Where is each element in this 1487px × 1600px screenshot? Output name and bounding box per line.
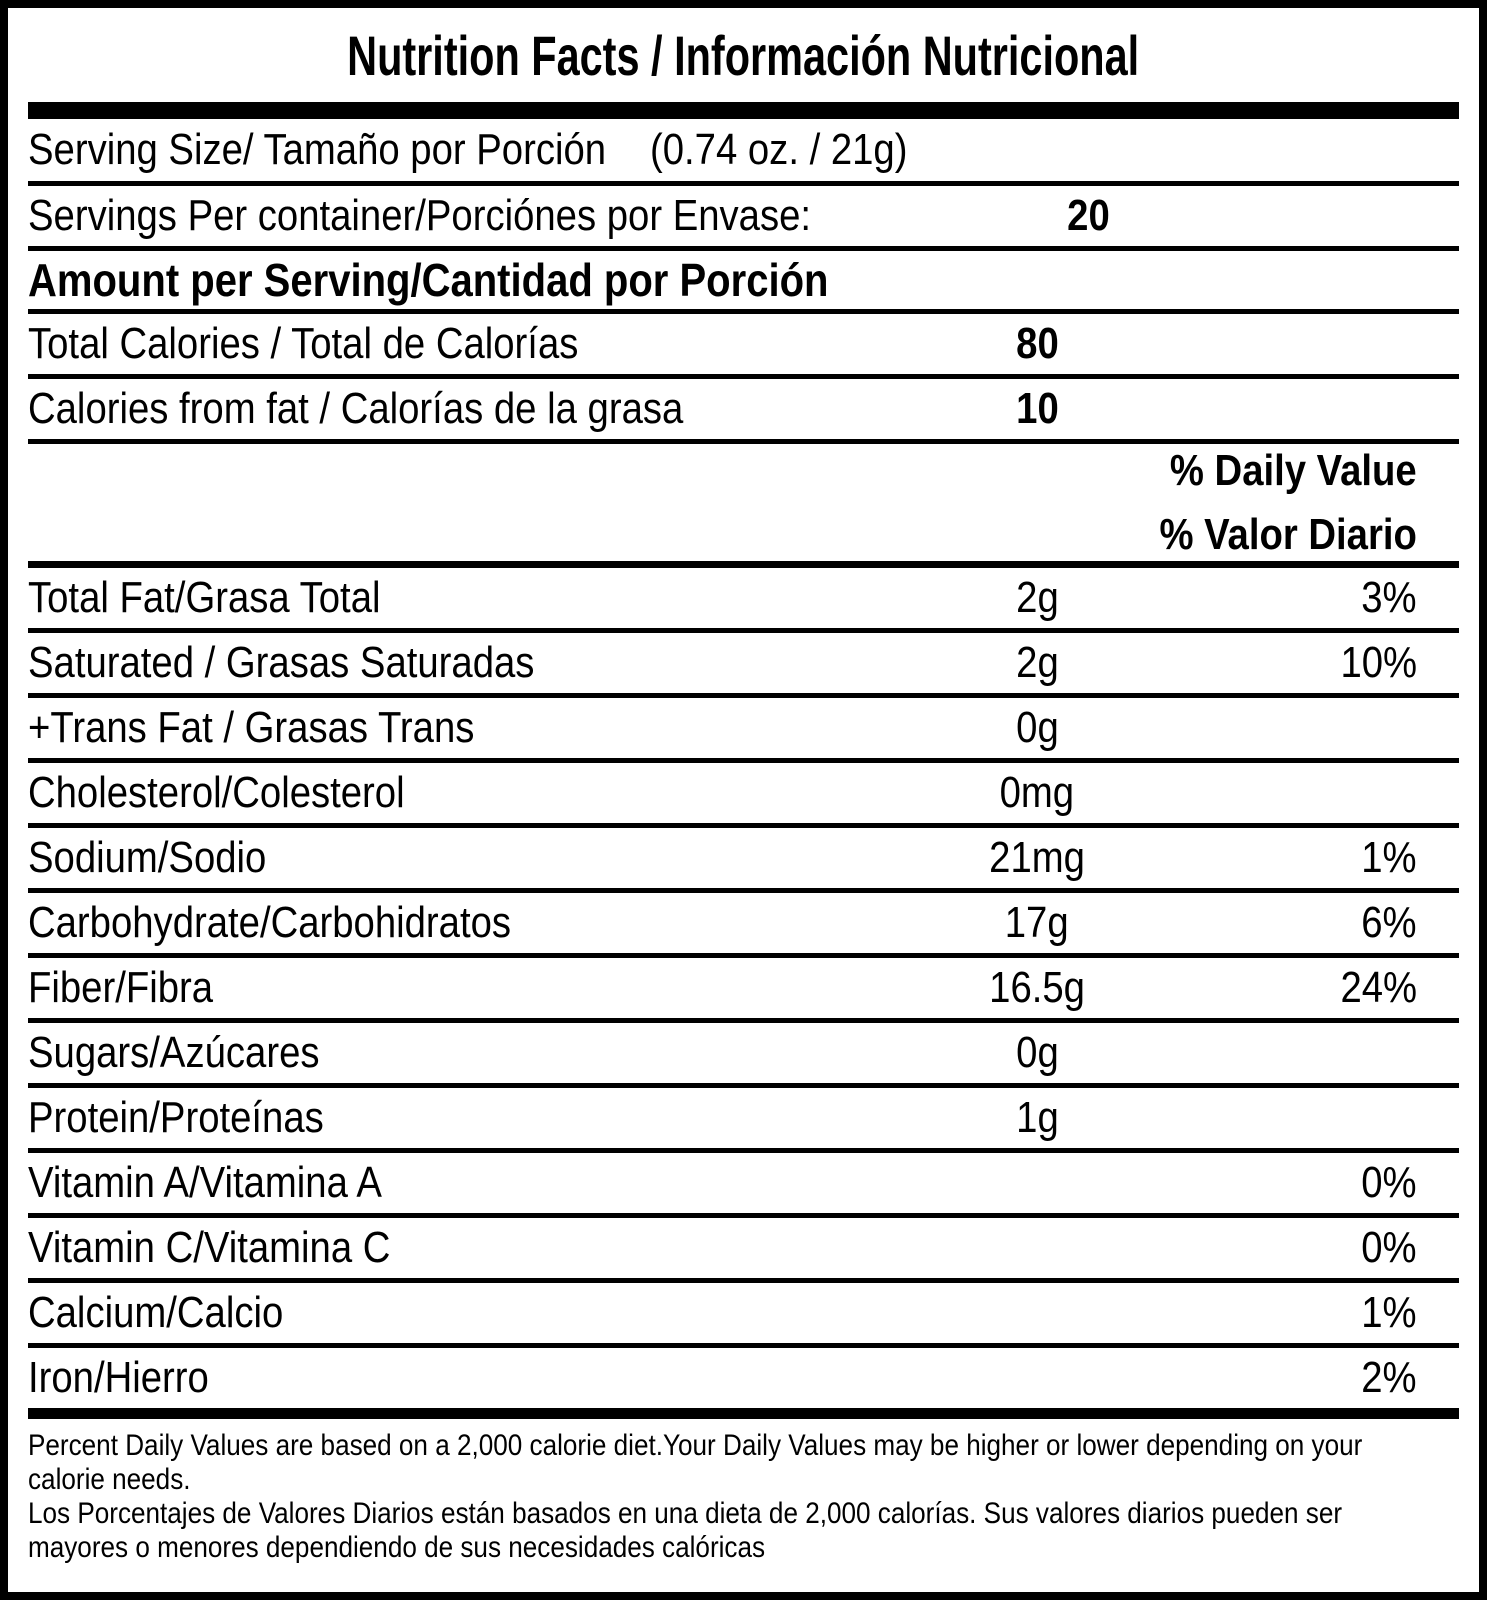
daily-value-header-en: % Daily Value (1170, 445, 1417, 495)
row-vitamin-a: Vitamin A/Vitamina A 0% (28, 1153, 1459, 1218)
amount-per-serving-header: Amount per Serving/Cantidad por Porción (28, 251, 1459, 314)
row-calcium: Calcium/Calcio 1% (28, 1283, 1459, 1348)
calories-from-fat-row: Calories from fat / Calorías de la grasa… (28, 379, 1459, 444)
row-carbohydrate: Carbohydrate/Carbohidratos 17g 6% (28, 893, 1459, 958)
footnote-line: mayores o menores dependiendo de sus nec… (28, 1531, 766, 1564)
daily-value-footnote: Percent Daily Values are based on a 2,00… (28, 1419, 1459, 1565)
servings-per-container-value: 20 (1066, 191, 1110, 240)
row-protein: Protein/Proteínas 1g (28, 1088, 1459, 1153)
row-fiber: Fiber/Fibra 16.5g 24% (28, 958, 1459, 1023)
total-calories-value: 80 (1015, 319, 1059, 368)
footnote-line: Los Porcentajes de Valores Diarios están… (28, 1497, 1343, 1530)
row-sugars: Sugars/Azúcares 0g (28, 1023, 1459, 1088)
row-total-fat: Total Fat/Grasa Total 2g 3% (28, 568, 1459, 633)
footnote-line: calorie needs. (28, 1463, 191, 1496)
servings-per-container-row: Servings Per container/Porciónes por Env… (28, 186, 1459, 251)
title-separator-bar (28, 102, 1459, 119)
serving-size-value: (0.74 oz. / 21g) (650, 125, 908, 174)
calories-from-fat-value: 10 (1015, 384, 1059, 433)
row-iron: Iron/Hierro 2% (28, 1348, 1459, 1419)
serving-size-row: Serving Size/ Tamaño por Porción (0.74 o… (28, 119, 1459, 186)
daily-value-header: % Daily Value % Valor Diario (28, 444, 1459, 568)
total-calories-label: Total Calories / Total de Calorías (28, 319, 579, 368)
footnote-line: Percent Daily Values are based on a 2,00… (28, 1429, 1363, 1462)
label-title-row: Nutrition Facts / Información Nutriciona… (8, 8, 1479, 102)
servings-per-container-label: Servings Per container/Porciónes por Env… (28, 191, 812, 240)
serving-size-label: Serving Size/ Tamaño por Porción (28, 125, 607, 174)
label-title: Nutrition Facts / Información Nutriciona… (347, 23, 1140, 87)
row-vitamin-c: Vitamin C/Vitamina C 0% (28, 1218, 1459, 1283)
calories-from-fat-label: Calories from fat / Calorías de la grasa (28, 384, 684, 433)
row-trans-fat: +Trans Fat / Grasas Trans 0g (28, 698, 1459, 763)
row-cholesterol: Cholesterol/Colesterol 0mg (28, 763, 1459, 828)
row-saturated-fat: Saturated / Grasas Saturadas 2g 10% (28, 633, 1459, 698)
row-sodium: Sodium/Sodio 21mg 1% (28, 828, 1459, 893)
label-content: Serving Size/ Tamaño por Porción (0.74 o… (8, 102, 1479, 1565)
daily-value-header-es: % Valor Diario (1159, 509, 1417, 559)
total-calories-row: Total Calories / Total de Calorías 80 (28, 314, 1459, 379)
